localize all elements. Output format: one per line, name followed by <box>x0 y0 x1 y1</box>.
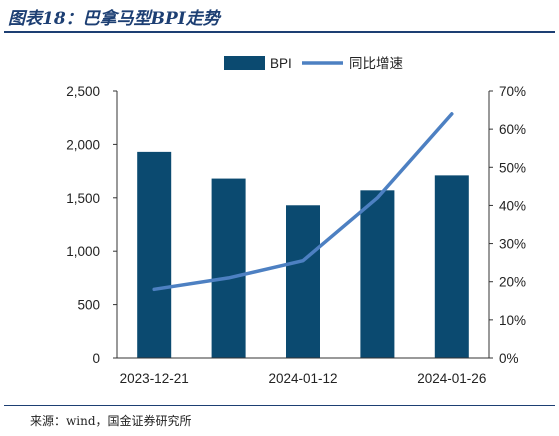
left-tick-label-1: 500 <box>77 298 100 313</box>
bpi-chart: 0 500 1,000 1,500 2,000 2,500 0% 10% 20% 30% 40% 50… <box>66 56 526 386</box>
left-tick-label-2: 1,000 <box>66 244 100 259</box>
source-note: 来源：wind，国金证券研究所 <box>30 414 192 428</box>
figure-title: 图表18：巴拿马型BPI走势 <box>8 9 220 29</box>
right-tick-label-1: 10% <box>499 313 526 328</box>
line-yoy-growth <box>152 112 454 292</box>
title-divider <box>4 31 555 33</box>
right-tick-label-6: 60% <box>499 122 526 137</box>
right-tick-label-7: 70% <box>499 84 526 99</box>
right-tick-label-4: 40% <box>499 198 526 213</box>
x-tick-label-0: 2023-12-21 <box>120 371 189 386</box>
left-tick-label-3: 1,500 <box>66 191 100 206</box>
x-tick-label-2: 2024-01-12 <box>268 371 337 386</box>
right-tick-label-0: 0% <box>499 351 519 366</box>
left-tick-label-4: 2,000 <box>66 137 100 152</box>
bar-bpi-1 <box>211 178 246 358</box>
legend-swatch-bpi <box>224 56 265 70</box>
bar-bpi-0 <box>137 151 172 358</box>
x-tick-label-4: 2024-01-26 <box>417 371 486 386</box>
left-tick-label-0: 0 <box>92 351 100 366</box>
source-divider <box>4 405 555 406</box>
bar-bpi-2 <box>286 205 320 358</box>
right-tick-label-5: 50% <box>499 160 526 175</box>
right-tick-label-2: 20% <box>499 275 526 290</box>
left-tick-label-5: 2,500 <box>66 84 100 99</box>
bar-bpi-3 <box>360 190 395 358</box>
right-tick-label-3: 30% <box>499 237 526 252</box>
bar-bpi-4 <box>434 175 469 358</box>
legend-label-yoy: 同比增速 <box>349 56 403 71</box>
legend-label-bpi: BPI <box>270 56 292 71</box>
